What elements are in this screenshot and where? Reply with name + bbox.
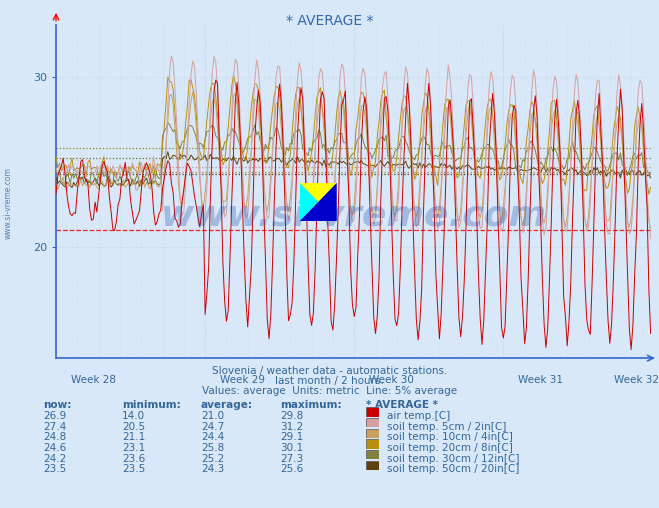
Text: maximum:: maximum:: [280, 400, 342, 410]
Text: 25.6: 25.6: [280, 464, 303, 474]
Text: 24.6: 24.6: [43, 443, 66, 453]
Text: 27.3: 27.3: [280, 454, 303, 464]
Text: 21.0: 21.0: [201, 411, 224, 421]
Text: 26.9: 26.9: [43, 411, 66, 421]
Text: 23.1: 23.1: [122, 443, 145, 453]
Text: 29.1: 29.1: [280, 432, 303, 442]
Text: 30.1: 30.1: [280, 443, 303, 453]
Text: soil temp. 50cm / 20in[C]: soil temp. 50cm / 20in[C]: [387, 464, 520, 474]
Text: 31.2: 31.2: [280, 422, 303, 432]
Text: minimum:: minimum:: [122, 400, 181, 410]
Text: www.si-vreme.com: www.si-vreme.com: [161, 198, 547, 232]
Text: Slovenia / weather data - automatic stations.: Slovenia / weather data - automatic stat…: [212, 366, 447, 376]
Text: 23.6: 23.6: [122, 454, 145, 464]
Text: soil temp. 20cm / 8in[C]: soil temp. 20cm / 8in[C]: [387, 443, 513, 453]
Text: average:: average:: [201, 400, 253, 410]
Text: 23.5: 23.5: [43, 464, 66, 474]
Text: 23.5: 23.5: [122, 464, 145, 474]
Text: Week 30: Week 30: [369, 375, 414, 385]
Polygon shape: [300, 183, 337, 221]
Text: soil temp. 10cm / 4in[C]: soil temp. 10cm / 4in[C]: [387, 432, 513, 442]
Text: 29.8: 29.8: [280, 411, 303, 421]
Text: 25.2: 25.2: [201, 454, 224, 464]
Text: 24.7: 24.7: [201, 422, 224, 432]
Text: Week 28: Week 28: [71, 375, 116, 385]
Polygon shape: [300, 183, 337, 221]
Text: 21.1: 21.1: [122, 432, 145, 442]
Text: 25.8: 25.8: [201, 443, 224, 453]
Text: soil temp. 30cm / 12in[C]: soil temp. 30cm / 12in[C]: [387, 454, 520, 464]
Text: 20.5: 20.5: [122, 422, 145, 432]
Text: soil temp. 5cm / 2in[C]: soil temp. 5cm / 2in[C]: [387, 422, 507, 432]
Text: * AVERAGE *: * AVERAGE *: [286, 14, 373, 28]
Text: 27.4: 27.4: [43, 422, 66, 432]
Text: 24.2: 24.2: [43, 454, 66, 464]
Text: air temp.[C]: air temp.[C]: [387, 411, 451, 421]
Text: www.si-vreme.com: www.si-vreme.com: [4, 167, 13, 239]
Text: Week 29: Week 29: [220, 375, 265, 385]
Text: Week 31: Week 31: [518, 375, 563, 385]
Text: * AVERAGE *: * AVERAGE *: [366, 400, 438, 410]
Text: now:: now:: [43, 400, 71, 410]
Text: Week 32: Week 32: [614, 375, 659, 385]
Polygon shape: [300, 183, 337, 221]
Text: Values: average  Units: metric  Line: 5% average: Values: average Units: metric Line: 5% a…: [202, 386, 457, 396]
Text: 24.3: 24.3: [201, 464, 224, 474]
Text: last month / 2 hours.: last month / 2 hours.: [275, 376, 384, 386]
Text: 14.0: 14.0: [122, 411, 145, 421]
Text: 24.4: 24.4: [201, 432, 224, 442]
Text: 24.8: 24.8: [43, 432, 66, 442]
